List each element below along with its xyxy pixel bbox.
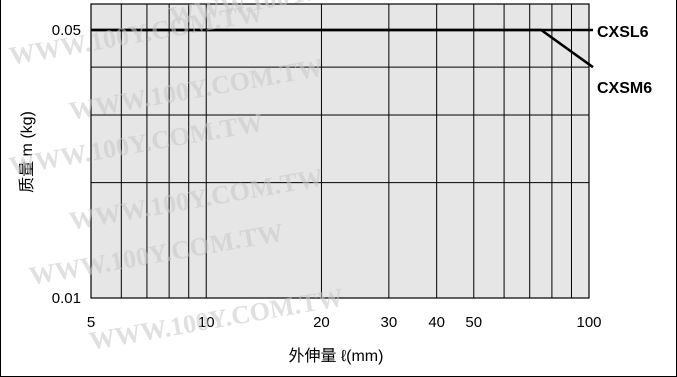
x-tick-label: 5 bbox=[87, 314, 95, 331]
plot-area bbox=[90, 3, 590, 299]
x-tick-label: 30 bbox=[381, 314, 398, 331]
series-label-cxsl6: CXSL6 bbox=[597, 24, 649, 41]
series-label-cxsm6: CXSM6 bbox=[597, 80, 652, 97]
series-labels: CXSL6 CXSM6 bbox=[597, 24, 652, 97]
x-tick-label: 40 bbox=[428, 314, 445, 331]
x-tick-label: 50 bbox=[465, 314, 482, 331]
tick-labels: 5 10 20 30 40 50 100 0.01 0.05 bbox=[52, 22, 602, 331]
x-tick-label: 10 bbox=[198, 314, 215, 331]
x-tick-label: 100 bbox=[576, 314, 601, 331]
y-tick-label: 0.05 bbox=[52, 22, 81, 39]
x-axis-label: 外伸量 ℓ(mm) bbox=[289, 347, 384, 365]
series-lines bbox=[91, 28, 594, 69]
y-tick-label: 0.01 bbox=[52, 290, 81, 307]
y-axis-label: 质量 m (kg) bbox=[18, 111, 36, 193]
x-tick-label: 20 bbox=[313, 314, 330, 331]
series-line-cxsm6 bbox=[91, 28, 594, 69]
